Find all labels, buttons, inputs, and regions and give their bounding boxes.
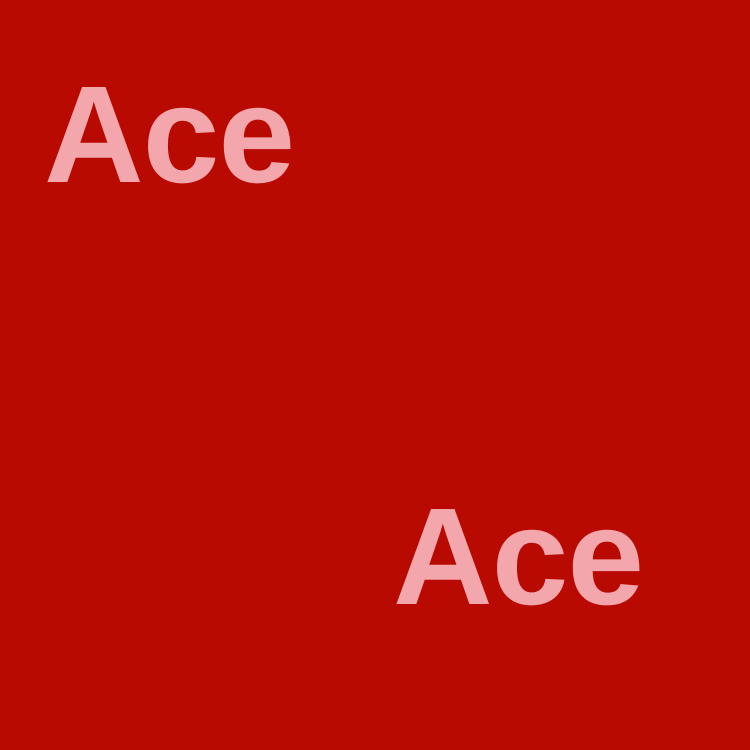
- ace-label-top: Ace: [44, 58, 295, 212]
- ace-label-bottom: Ace: [393, 480, 644, 634]
